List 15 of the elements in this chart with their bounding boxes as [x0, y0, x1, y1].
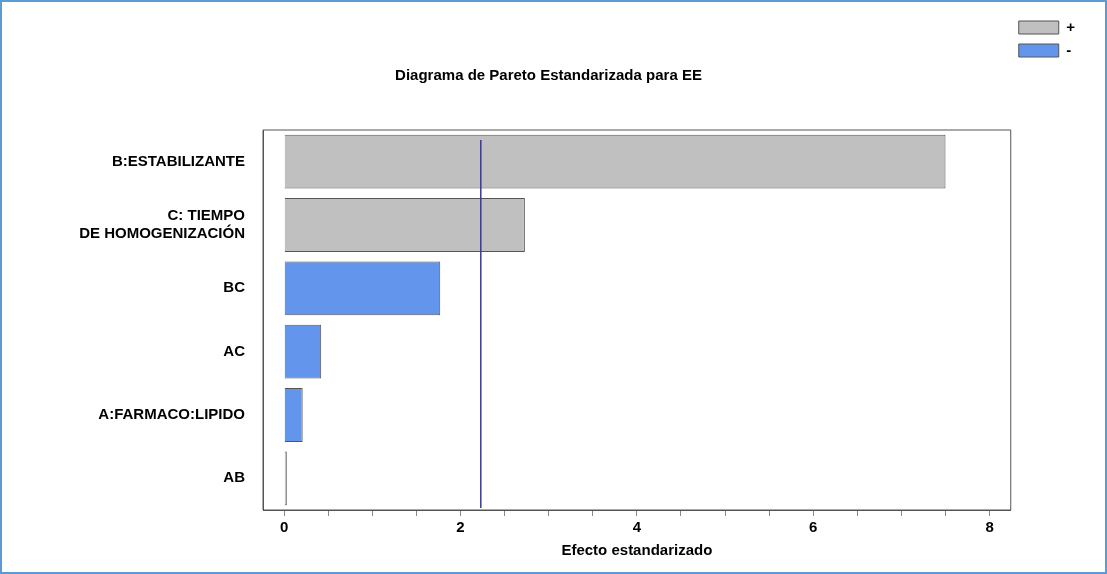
y-tick-label: AB — [223, 468, 246, 486]
y-tick-label: A:FARMACO:LIPIDO — [98, 405, 246, 423]
x-tick-label: 8 — [985, 518, 994, 536]
x-tick-label: 0 — [279, 518, 289, 536]
x-tick-label: 6 — [809, 518, 818, 536]
y-tick-label: AC — [223, 341, 246, 359]
y-tick-label: B:ESTABILIZANTE — [111, 151, 245, 169]
legend-label: + — [1066, 17, 1076, 35]
y-tick-label: BC — [223, 278, 246, 296]
legend-label: - — [1066, 40, 1072, 58]
x-axis-title: Efecto estandarizado — [561, 541, 713, 559]
x-tick-label: 4 — [632, 518, 642, 536]
x-tick-label: 2 — [456, 518, 465, 536]
y-tick-label: C: TIEMPO DE HOMOGENIZACIÓN — [79, 206, 246, 242]
chart-title: Diagrama de Pareto Estandarizada para EE — [395, 66, 702, 84]
